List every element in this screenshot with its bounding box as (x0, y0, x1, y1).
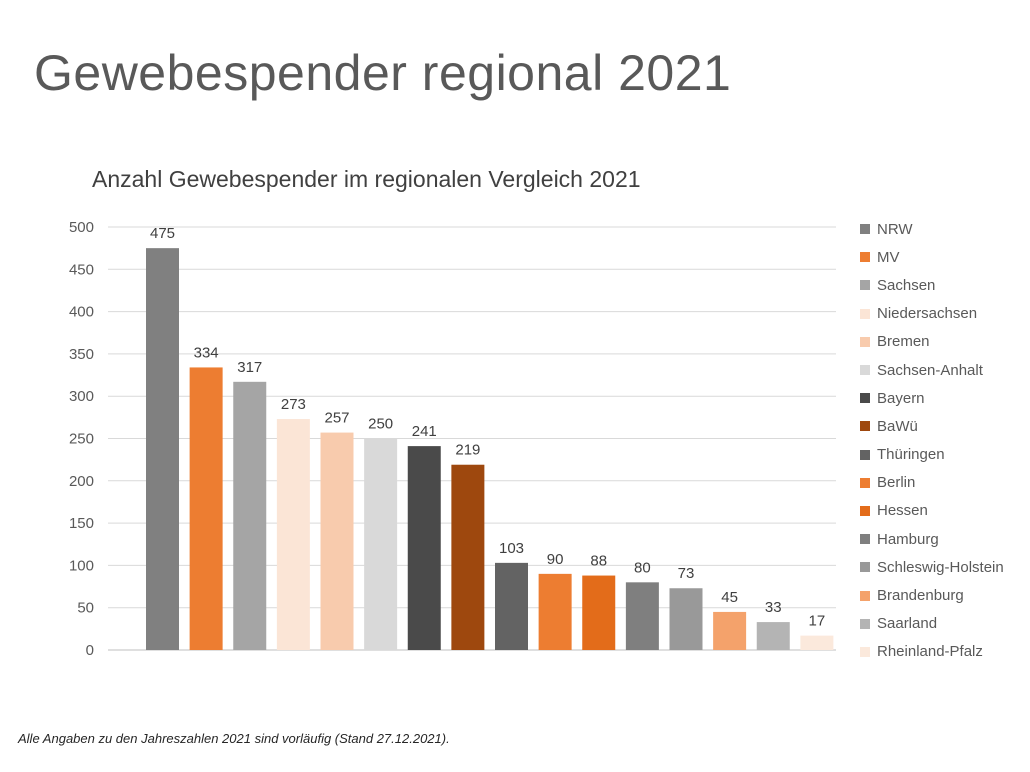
legend-label: Niedersachsen (877, 305, 978, 323)
y-tick-label: 0 (86, 642, 94, 659)
legend-swatch (860, 308, 870, 319)
bar (189, 367, 223, 650)
bar (582, 575, 616, 650)
legend-label: Hamburg (877, 530, 939, 548)
legend-swatch (860, 421, 870, 432)
bar (495, 562, 528, 650)
data-label: 80 (634, 559, 651, 576)
bar (713, 611, 747, 650)
bar (669, 588, 703, 650)
y-tick-label: 350 (69, 346, 94, 363)
legend-label: MV (877, 248, 900, 266)
legend-item: Sachsen (860, 271, 1025, 299)
y-tick-label: 500 (69, 219, 94, 236)
bar (407, 446, 441, 650)
y-tick-label: 200 (69, 473, 94, 490)
legend-item: Berlin (860, 469, 1025, 497)
bar (276, 419, 310, 650)
legend-swatch (860, 252, 870, 263)
legend-swatch (860, 505, 870, 516)
bar (364, 438, 398, 650)
legend-item: Niedersachsen (860, 300, 1025, 328)
y-tick-label: 400 (69, 304, 94, 321)
data-label: 317 (237, 359, 262, 376)
legend-swatch (860, 224, 870, 235)
data-label: 73 (678, 565, 695, 582)
legend-item: Hessen (860, 497, 1025, 525)
legend-item: Schleswig-Holstein (860, 553, 1025, 581)
legend-item: Bayern (860, 384, 1025, 412)
legend-swatch (860, 618, 870, 629)
legend-swatch (860, 365, 870, 376)
data-label: 334 (194, 344, 219, 361)
legend-label: NRW (877, 220, 913, 238)
y-tick-label: 450 (69, 261, 94, 278)
y-tick-label: 50 (77, 600, 94, 617)
legend-item: Rheinland-Pfalz (860, 638, 1025, 666)
data-label: 90 (547, 551, 564, 568)
bar (538, 573, 572, 650)
data-label: 257 (324, 410, 349, 427)
legend-label: Thüringen (877, 446, 945, 464)
legend-label: Bremen (877, 333, 930, 351)
legend-swatch (860, 534, 870, 545)
y-tick-label: 300 (69, 388, 94, 405)
chart-legend: NRW MV Sachsen Niedersachsen Bremen Sachsen-A… (860, 215, 1025, 666)
data-label: 17 (809, 613, 826, 630)
bar (451, 464, 485, 650)
chart-title: Anzahl Gewebespender im regionalen Vergl… (92, 166, 641, 192)
legend-swatch (860, 646, 870, 657)
legend-item: MV (860, 243, 1025, 271)
legend-item: BaWü (860, 412, 1025, 440)
data-label: 88 (590, 553, 607, 570)
legend-label: Brandenburg (877, 587, 964, 605)
legend-item: Brandenburg (860, 581, 1025, 609)
bar (320, 432, 354, 650)
legend-swatch (860, 393, 870, 404)
legend-item: Sachsen-Anhalt (860, 356, 1025, 384)
legend-label: Hessen (877, 502, 928, 520)
legend-item: NRW (860, 215, 1025, 243)
data-label: 241 (412, 423, 437, 440)
data-label: 33 (765, 599, 782, 616)
data-label: 475 (150, 225, 175, 242)
legend-label: Berlin (877, 474, 916, 492)
legend-swatch (860, 562, 870, 573)
legend-item: Hamburg (860, 525, 1025, 553)
data-label: 250 (368, 416, 393, 433)
bar (800, 635, 834, 650)
legend-swatch (860, 590, 870, 601)
y-tick-label: 100 (69, 557, 94, 574)
data-label: 273 (281, 396, 306, 413)
legend-item: Bremen (860, 328, 1025, 356)
legend-label: Saarland (877, 615, 938, 633)
bar (625, 582, 659, 650)
data-label: 103 (499, 540, 524, 557)
bar (233, 381, 267, 650)
legend-label: BaWü (877, 417, 918, 435)
slide-title: Gewebespender regional 2021 (34, 45, 732, 101)
bar (756, 622, 790, 650)
legend-swatch (860, 477, 870, 488)
data-label: 219 (455, 442, 480, 459)
legend-swatch (860, 280, 870, 291)
legend-item: Thüringen (860, 441, 1025, 469)
legend-swatch (860, 336, 870, 347)
bar (146, 248, 179, 650)
legend-item: Saarland (860, 610, 1025, 638)
y-tick-label: 150 (69, 515, 94, 532)
legend-label: Schleswig-Holstein (877, 558, 1004, 576)
y-tick-label: 250 (69, 431, 94, 448)
legend-label: Sachsen-Anhalt (877, 361, 983, 379)
data-label: 45 (721, 589, 738, 606)
legend-label: Sachsen (877, 276, 936, 294)
legend-label: Rheinland-Pfalz (877, 643, 983, 661)
footnote: Alle Angaben zu den Jahreszahlen 2021 si… (18, 731, 450, 746)
legend-label: Bayern (877, 389, 925, 407)
legend-swatch (860, 449, 870, 460)
